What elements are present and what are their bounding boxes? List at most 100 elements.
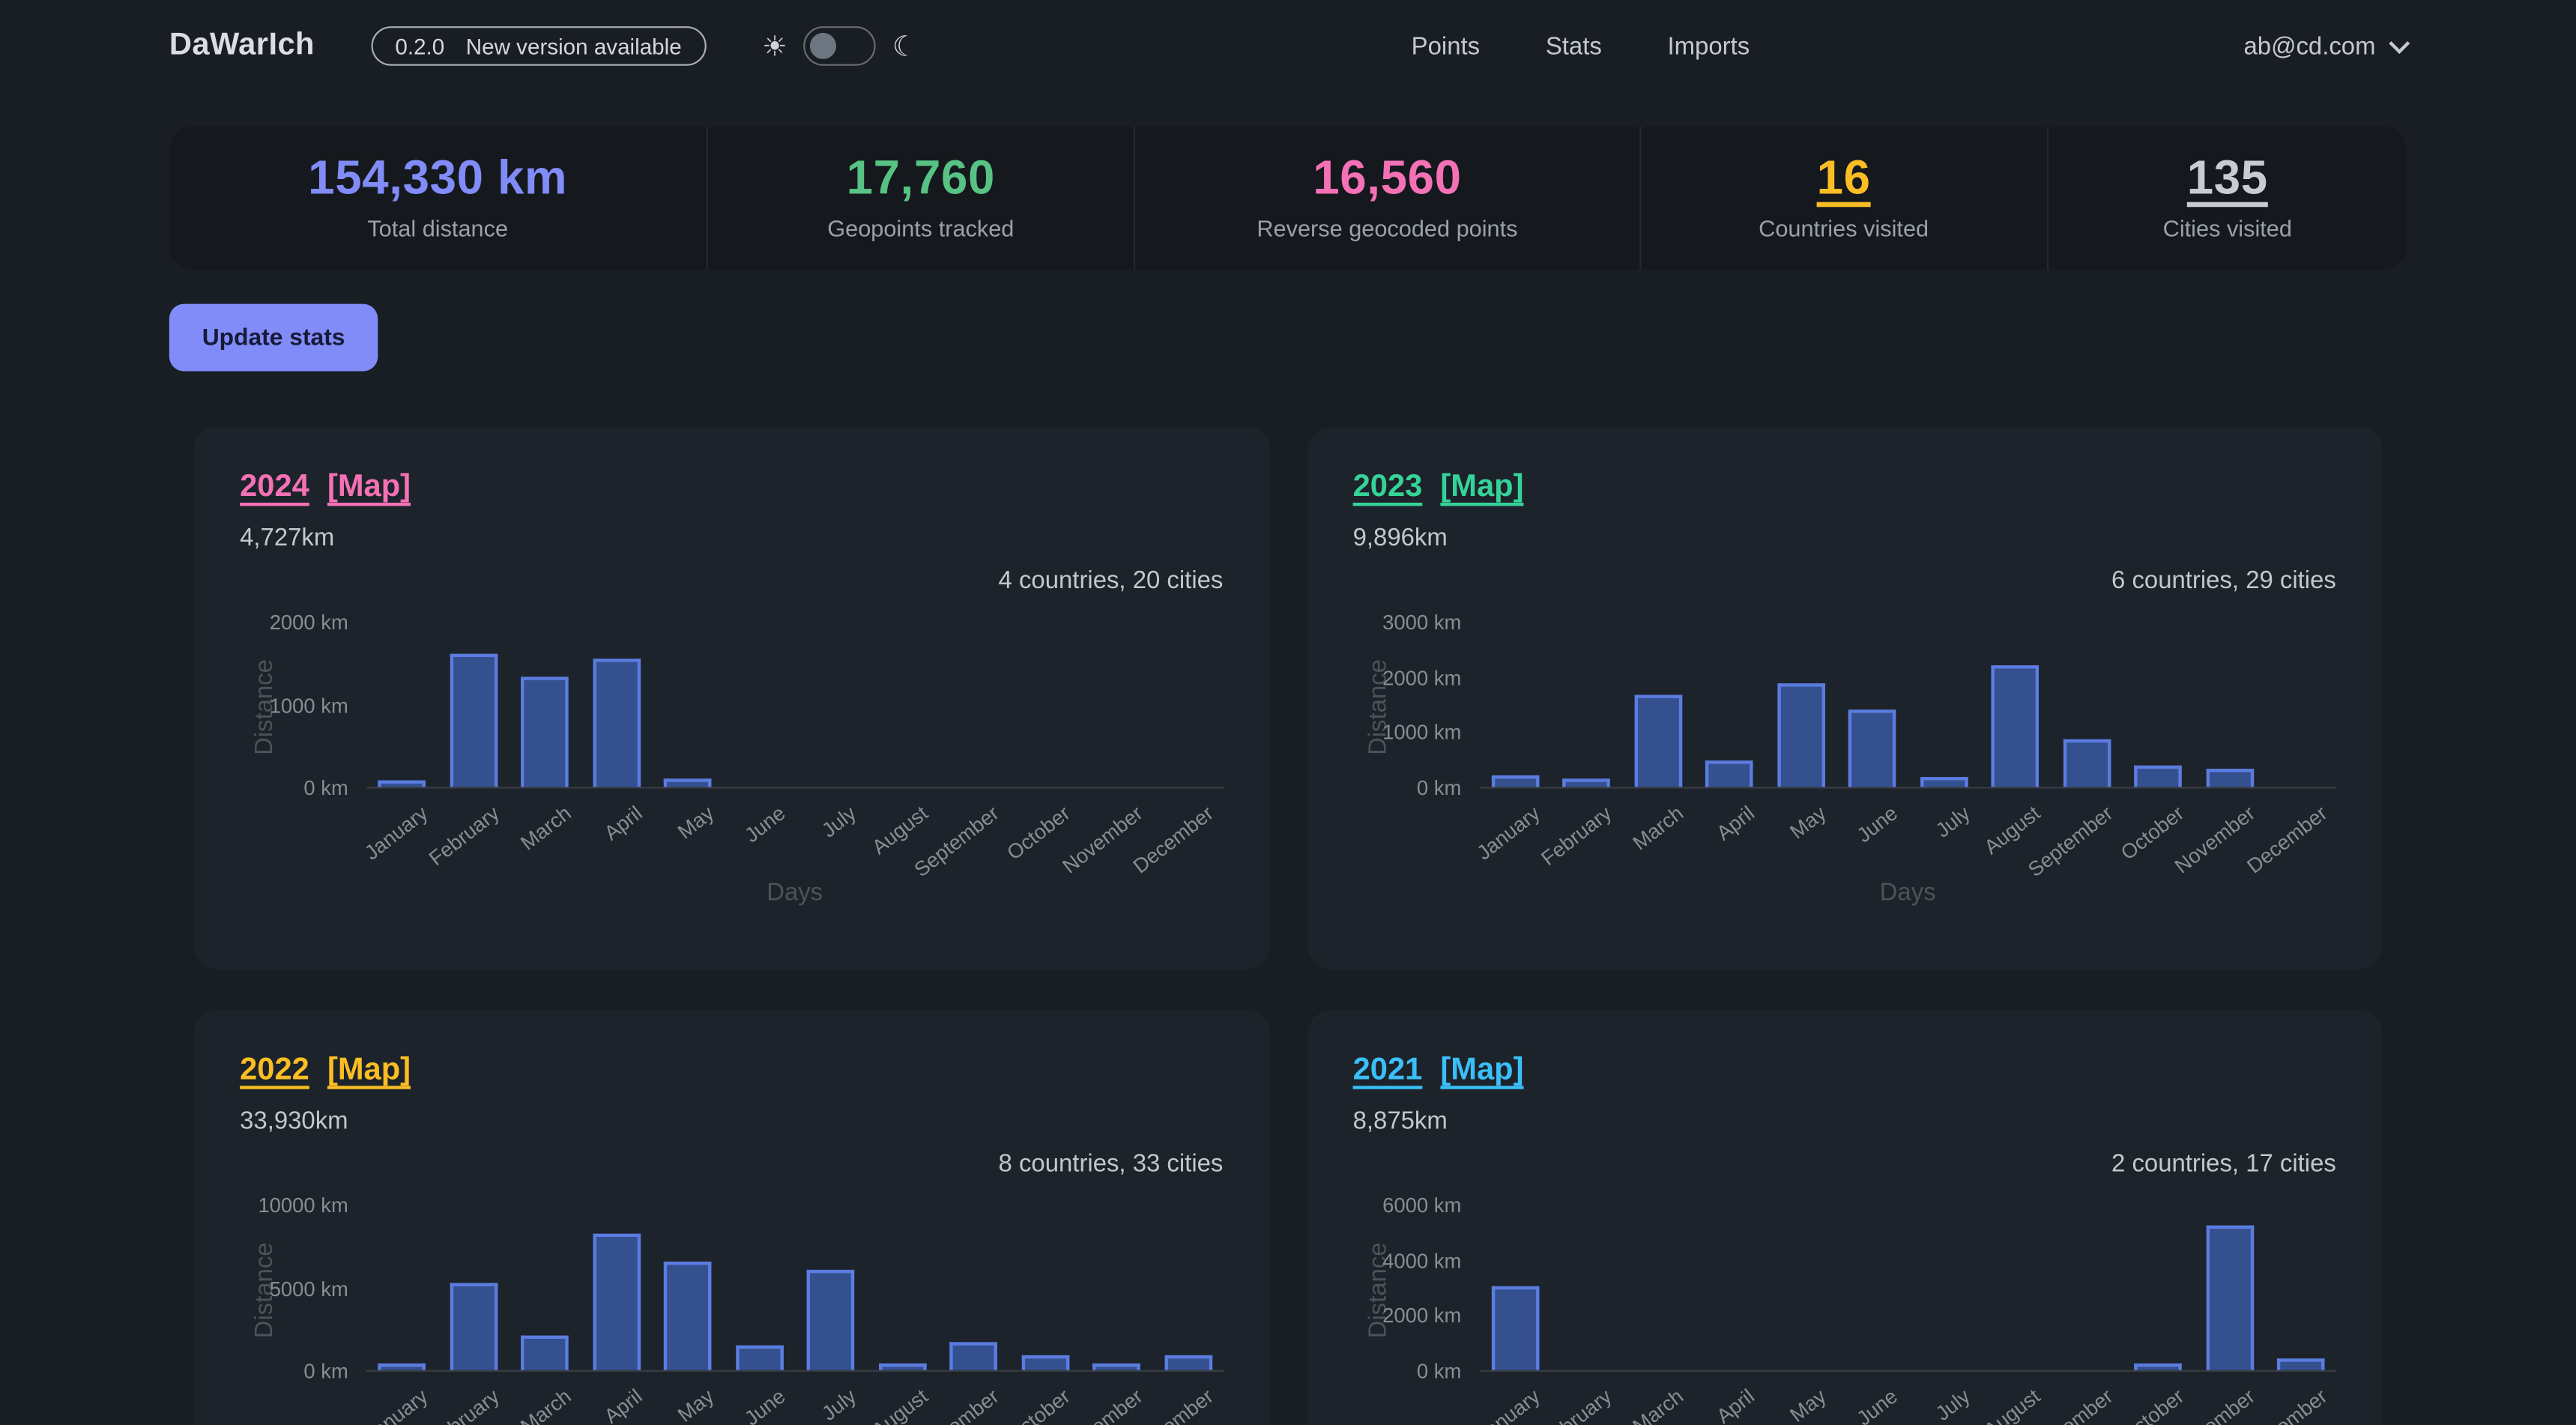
chart-plot bbox=[366, 1205, 1224, 1372]
x-tick-label: May bbox=[673, 801, 718, 844]
x-axis-title: Days bbox=[1879, 879, 1936, 907]
x-axis-labels: January February March April May June July Augu… bbox=[360, 1382, 1223, 1425]
x-axis-labels: January February March April May June July Augu… bbox=[360, 799, 1223, 882]
bar bbox=[1705, 760, 1753, 787]
chart-plot bbox=[1479, 1205, 2336, 1372]
x-tick-label: November bbox=[2171, 801, 2260, 879]
x-tick-label: April bbox=[1712, 1385, 1759, 1425]
year-link[interactable]: 2021 bbox=[1352, 1053, 1423, 1088]
y-axis-title: Distance bbox=[1363, 1242, 1392, 1339]
year-cards-grid: 2024 [Map] 4,727km 4 countries, 20 citie… bbox=[169, 427, 2407, 1425]
x-tick-label: April bbox=[599, 801, 647, 845]
map-link[interactable]: [Map] bbox=[1440, 1053, 1524, 1088]
y-tick-label: 1000 km bbox=[269, 694, 348, 718]
bar bbox=[1092, 1363, 1140, 1370]
map-link[interactable]: [Map] bbox=[327, 470, 411, 505]
x-tick-label: February bbox=[424, 801, 504, 871]
stat-cities-link[interactable]: 135 bbox=[2186, 151, 2268, 205]
stat-value: 154,330 km bbox=[308, 151, 568, 205]
bar bbox=[450, 1283, 498, 1370]
x-tick-label: March bbox=[515, 1385, 575, 1425]
stat-value: 16,560 bbox=[1313, 151, 1462, 205]
year-link[interactable]: 2023 bbox=[1352, 470, 1423, 505]
stat-reverse-geocoded: 16,560 Reverse geocoded points bbox=[1133, 126, 1639, 270]
x-tick-label: January bbox=[360, 801, 432, 865]
year-summary: 6 countries, 29 cities bbox=[2111, 566, 2336, 595]
y-tick-label: 0 km bbox=[1416, 1360, 1462, 1384]
x-tick-label: June bbox=[1853, 1385, 1902, 1425]
bar bbox=[2135, 1363, 2182, 1370]
y-axis-title: Distance bbox=[1363, 659, 1392, 755]
year-link[interactable]: 2022 bbox=[240, 1053, 309, 1088]
stat-cities: 135 Cities visited bbox=[2046, 126, 2407, 270]
moon-icon: ☾ bbox=[892, 30, 918, 62]
y-tick-label: 2000 km bbox=[1382, 666, 1462, 690]
user-menu[interactable]: ab@cd.com bbox=[2243, 31, 2410, 61]
bar bbox=[1491, 775, 1539, 787]
chevron-down-icon bbox=[2389, 32, 2410, 53]
y-tick-label: 2000 km bbox=[269, 611, 348, 635]
year-distance: 33,930km bbox=[240, 1107, 348, 1136]
user-email: ab@cd.com bbox=[2243, 31, 2376, 61]
nav-imports[interactable]: Imports bbox=[1667, 31, 1750, 61]
x-tick-label: July bbox=[1930, 801, 1974, 843]
x-axis-labels: January February March April May June July Augu… bbox=[1473, 1382, 2335, 1425]
year-card: 2022 [Map] 33,930km 8 countries, 33 citi… bbox=[193, 1010, 1269, 1425]
x-tick-label: July bbox=[817, 801, 861, 843]
theme-switcher: ☀ ☾ bbox=[762, 26, 917, 66]
bar bbox=[378, 780, 426, 787]
map-link[interactable]: [Map] bbox=[327, 1053, 411, 1088]
x-tick-label: July bbox=[1930, 1385, 1974, 1425]
stat-label: Countries visited bbox=[1759, 214, 1929, 241]
y-tick-label: 2000 km bbox=[1382, 1304, 1462, 1328]
y-tick-label: 0 km bbox=[303, 777, 348, 800]
x-tick-label: February bbox=[1537, 801, 1617, 871]
x-tick-label: March bbox=[1628, 1385, 1688, 1425]
year-summary: 2 countries, 17 cities bbox=[2111, 1149, 2336, 1179]
y-tick-label: 0 km bbox=[1416, 777, 1462, 800]
stat-countries-link[interactable]: 16 bbox=[1816, 151, 1871, 205]
bar bbox=[2277, 1358, 2325, 1370]
bar bbox=[1164, 1355, 1212, 1370]
bar bbox=[2063, 739, 2111, 787]
x-tick-label: February bbox=[1537, 1385, 1617, 1425]
x-tick-label: May bbox=[1786, 801, 1831, 844]
bar bbox=[593, 659, 641, 787]
x-tick-label: March bbox=[515, 801, 575, 856]
theme-toggle[interactable] bbox=[803, 26, 876, 66]
x-tick-label: January bbox=[1473, 801, 1545, 865]
chart-plot bbox=[366, 623, 1224, 789]
bar bbox=[521, 677, 569, 787]
x-tick-label: October bbox=[2116, 1385, 2189, 1425]
bar bbox=[1920, 777, 1968, 787]
nav-points[interactable]: Points bbox=[1411, 31, 1481, 61]
x-tick-label: August bbox=[867, 1385, 933, 1425]
x-tick-label: August bbox=[1980, 801, 2046, 859]
stat-label: Reverse geocoded points bbox=[1257, 214, 1518, 241]
bar bbox=[2135, 765, 2182, 787]
bar bbox=[736, 1345, 783, 1370]
stat-total-distance: 154,330 km Total distance bbox=[169, 127, 707, 270]
bar bbox=[1491, 1286, 1539, 1370]
x-tick-label: August bbox=[867, 801, 933, 859]
y-tick-label: 10000 km bbox=[258, 1194, 348, 1217]
x-tick-label: February bbox=[424, 1385, 504, 1425]
map-link[interactable]: [Map] bbox=[1440, 470, 1524, 505]
x-tick-label: April bbox=[599, 1385, 647, 1425]
bar bbox=[950, 1342, 998, 1370]
bar bbox=[450, 653, 498, 787]
update-stats-button[interactable]: Update stats bbox=[169, 303, 378, 372]
bar bbox=[521, 1335, 569, 1370]
stat-label: Geopoints tracked bbox=[827, 214, 1015, 241]
header: DaWarIch 0.2.0 New version available ☀ ☾ bbox=[169, 0, 2410, 92]
bar bbox=[2206, 769, 2254, 787]
y-tick-label: 0 km bbox=[303, 1360, 348, 1384]
nav-stats[interactable]: Stats bbox=[1545, 31, 1602, 61]
version-badge[interactable]: 0.2.0 New version available bbox=[370, 26, 707, 66]
year-link[interactable]: 2024 bbox=[240, 470, 309, 505]
bar-chart: Distance January February March April May Jun… bbox=[1353, 603, 2336, 907]
app-logo: DaWarIch bbox=[169, 28, 315, 63]
bar bbox=[878, 1363, 926, 1370]
bar bbox=[664, 1261, 712, 1370]
